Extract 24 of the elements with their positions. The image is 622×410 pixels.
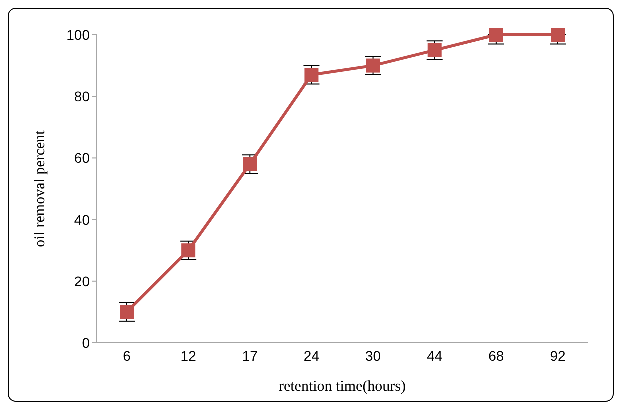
point	[366, 58, 380, 73]
x-tick-label: 12	[180, 348, 197, 364]
point	[120, 305, 134, 320]
x-tick-label: 24	[304, 348, 320, 364]
point	[489, 28, 504, 42]
y-tick-label: 80	[74, 88, 90, 105]
x-axis-title: retention time(hours)	[278, 379, 406, 395]
x-tick-label: 17	[242, 348, 258, 364]
point	[182, 244, 196, 258]
x-tick-label: 44	[427, 348, 443, 364]
x-tick-label: 92	[550, 348, 566, 364]
y-tick-label: 100	[66, 26, 90, 43]
point	[243, 157, 258, 172]
x-tick-label: 30	[365, 348, 382, 364]
y-axis-title: oil removal percent	[32, 130, 48, 248]
y-tick-label: 40	[74, 212, 90, 228]
y-tick-label: 60	[74, 150, 90, 166]
x-tick-label: 68	[488, 348, 504, 364]
point	[304, 68, 319, 82]
y-tick-label: 0	[82, 334, 90, 351]
point	[551, 28, 565, 42]
point	[428, 43, 442, 58]
x-tick-label: 6	[123, 348, 132, 364]
y-tick-label: 20	[74, 273, 90, 290]
